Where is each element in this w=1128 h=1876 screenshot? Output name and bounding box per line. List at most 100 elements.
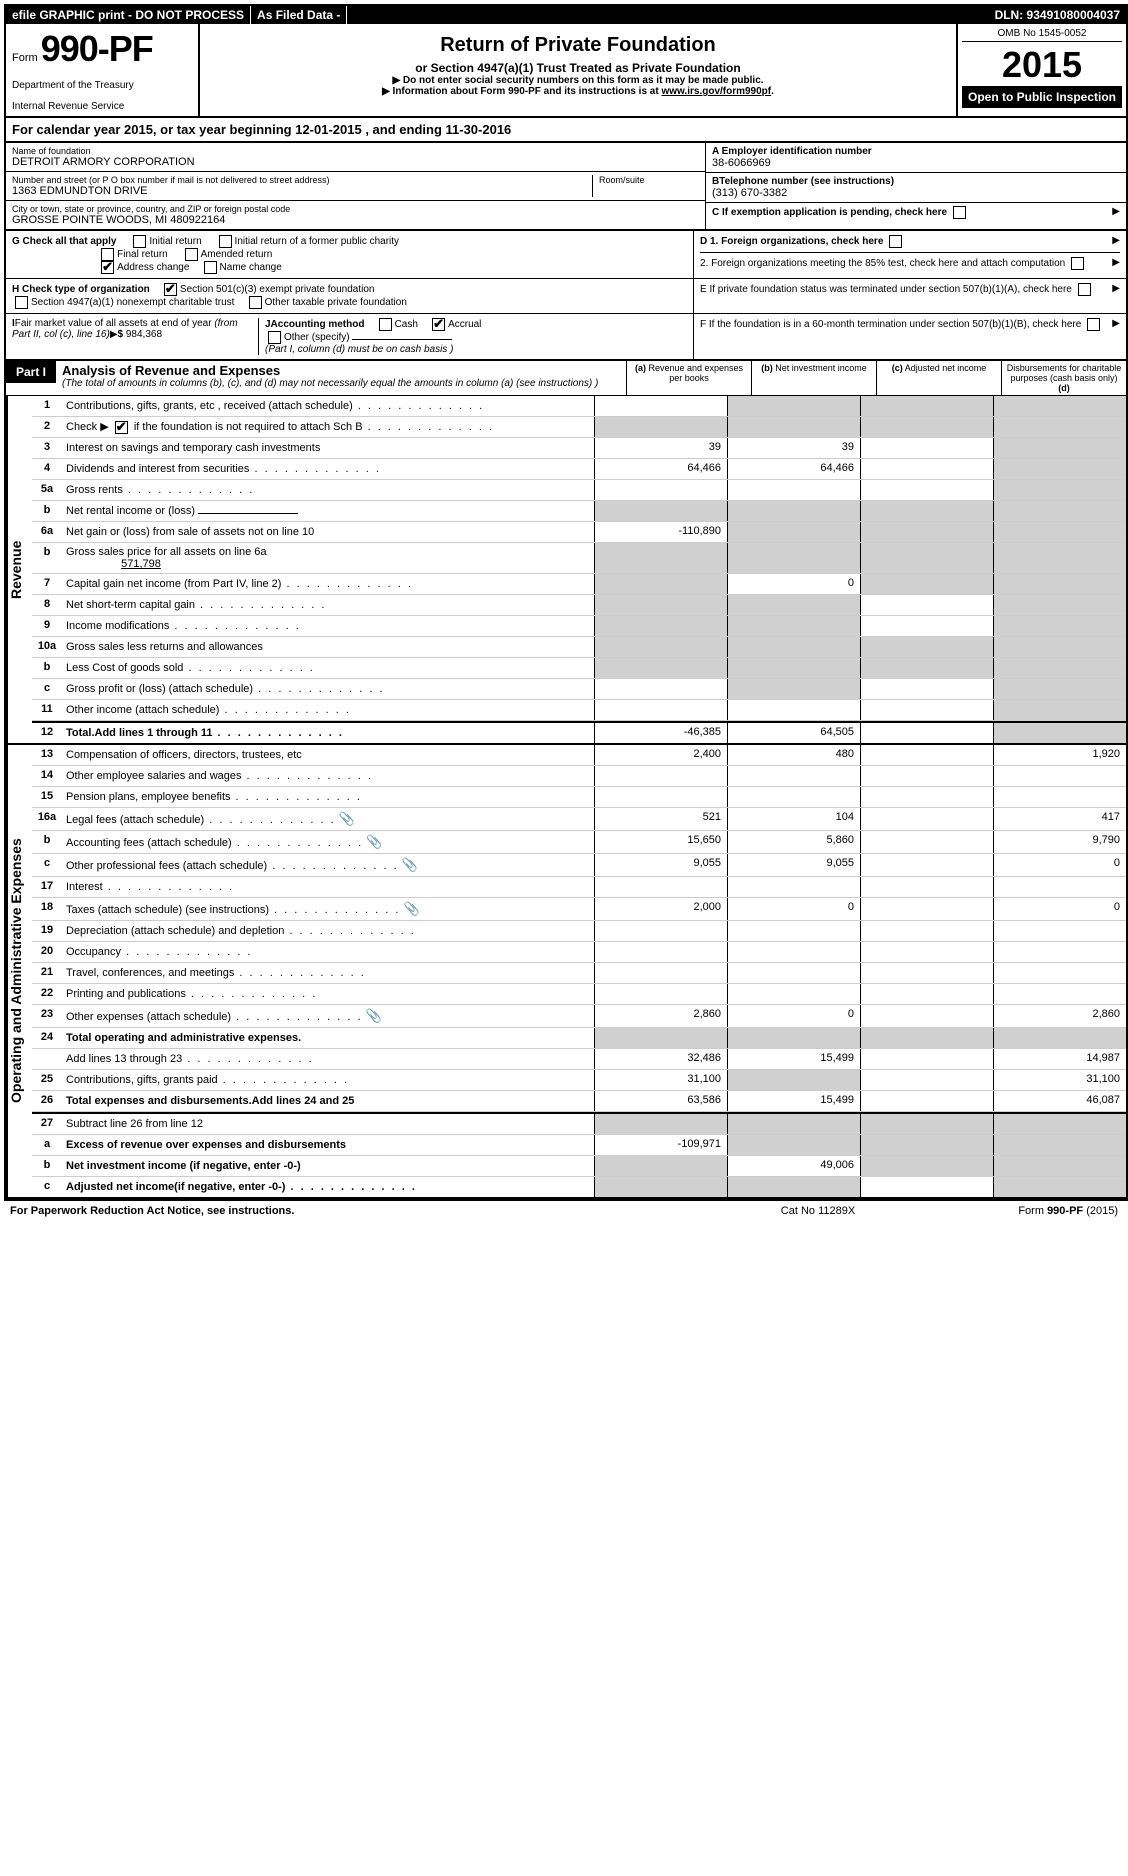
d2-label: 2. Foreign organizations meeting the 85%… [700,258,1065,269]
revenue-lines: 1Contributions, gifts, grants, etc , rec… [32,396,1126,743]
h-501c3-checkbox[interactable] [164,283,177,296]
line-5a-desc: Gross rents [66,484,123,496]
part1-desc: Analysis of Revenue and Expenses (The to… [56,361,626,395]
col-b-head: (b) Net investment income [751,361,876,395]
g-address-checkbox[interactable] [101,261,114,274]
line-7-desc: Capital gain net income (from Part IV, l… [66,578,281,590]
attach-icon[interactable]: 📎 [366,834,382,850]
line-16c-b: 9,055 [727,854,860,876]
f-checkbox[interactable] [1087,318,1100,331]
g-namechange-checkbox[interactable] [204,261,217,274]
line-10c-desc: Gross profit or (loss) (attach schedule) [66,683,253,695]
ein-cell: A Employer identification number 38-6066… [706,143,1126,173]
line-26-d: 46,087 [993,1091,1126,1111]
address-cell: Number and street (or P O box number if … [6,172,705,201]
info-note: ▶ Information about Form 990-PF and its … [206,86,950,97]
exemption-cell: C If exemption application is pending, c… [706,203,1126,222]
line-22-desc: Printing and publications [66,988,186,1000]
line-25-desc: Contributions, gifts, grants paid [66,1074,218,1086]
j-cash: Cash [395,319,418,330]
line-16b-b: 5,860 [727,831,860,853]
paperwork-notice: For Paperwork Reduction Act Notice, see … [10,1205,718,1217]
c-checkbox[interactable] [953,206,966,219]
entity-right: A Employer identification number 38-6066… [705,143,1126,229]
form-title: Return of Private Foundation [206,34,950,57]
room-label: Room/suite [599,175,699,185]
attach-icon[interactable]: 📎 [404,901,420,917]
line-13-desc: Compensation of officers, directors, tru… [62,746,594,764]
line-17-desc: Interest [66,881,103,893]
col-c-head: (c) Adjusted net income [876,361,1001,395]
line-16c-desc: Other professional fees (attach schedule… [66,860,267,872]
g-row: G Check all that apply Initial return In… [6,231,1126,279]
ssn-note: ▶ Do not enter social security numbers o… [206,75,950,86]
d1-checkbox[interactable] [889,235,902,248]
g-initial: Initial return [149,236,201,247]
revenue-vlabel: Revenue [6,396,32,743]
j-cash-checkbox[interactable] [379,318,392,331]
j-other-checkbox[interactable] [268,331,281,344]
line-6a-a: -110,890 [594,522,727,542]
dln-number: DLN: 93491080004037 [989,6,1126,24]
opex-lines: 13Compensation of officers, directors, t… [32,745,1126,1197]
opex-vlabel: Operating and Administrative Expenses [6,745,32,1197]
line-4-b: 64,466 [727,459,860,479]
line-25-a: 31,100 [594,1070,727,1090]
line-25-d: 31,100 [993,1070,1126,1090]
catalog-number: Cat No 11289X [718,1205,918,1217]
attach-icon[interactable]: 📎 [402,857,418,873]
form-number: 990-PF [41,28,153,69]
city-state-zip: GROSSE POINTE WOODS, MI 480922164 [12,214,699,226]
part1-header: Part I Analysis of Revenue and Expenses … [6,361,1126,396]
form-prefix: Form [12,52,38,64]
j-accrual-checkbox[interactable] [432,318,445,331]
line-18-b: 0 [727,898,860,920]
line-5b-input[interactable] [198,513,298,514]
city-cell: City or town, state or province, country… [6,201,705,229]
line-12-b: 64,505 [727,723,860,743]
line-2-pre: Check ▶ [66,421,109,433]
h-other-checkbox[interactable] [249,296,262,309]
line-26-b: 15,499 [727,1091,860,1111]
line-7-b: 0 [727,574,860,594]
line-9-desc: Income modifications [66,620,169,632]
fmv-value: 984,368 [126,329,162,340]
e-checkbox[interactable] [1078,283,1091,296]
j-other-input[interactable] [352,339,452,340]
g-initial-former-checkbox[interactable] [219,235,232,248]
attach-icon[interactable]: 📎 [366,1008,382,1024]
line-4-a: 64,466 [594,459,727,479]
line-26-a: 63,586 [594,1091,727,1111]
line-16b-a: 15,650 [594,831,727,853]
h-label: H Check type of organization [12,284,150,295]
g-initial-checkbox[interactable] [133,235,146,248]
line-23-d: 2,860 [993,1005,1126,1027]
j-other: Other (specify) [284,332,350,343]
h-4947-checkbox[interactable] [15,296,28,309]
d2-checkbox[interactable] [1071,257,1084,270]
line-4-desc: Dividends and interest from securities [66,463,249,475]
line-10a-desc: Gross sales less returns and allowances [62,638,594,656]
line-23-desc: Other expenses (attach schedule) [66,1011,231,1023]
h-501c3: Section 501(c)(3) exempt private foundat… [180,284,375,295]
line-2-checkbox[interactable] [115,421,128,434]
f-label: F If the foundation is in a 60-month ter… [700,319,1081,330]
line-13-b: 480 [727,745,860,765]
city-label: City or town, state or province, country… [12,204,699,214]
phone-label: BTelephone number (see instructions) [712,176,1120,187]
irs-link[interactable]: www.irs.gov/form990pf [661,86,771,97]
line-6b-val: 571,798 [66,558,216,570]
line-3-a: 39 [594,438,727,458]
attach-icon[interactable]: 📎 [339,811,355,827]
h-4947: Section 4947(a)(1) nonexempt charitable … [31,297,234,308]
header-center: Return of Private Foundation or Section … [200,24,956,116]
e-right: E If private foundation status was termi… [693,279,1126,313]
g-amended-checkbox[interactable] [185,248,198,261]
line-8-desc: Net short-term capital gain [66,599,195,611]
h-row: H Check type of organization Section 501… [6,279,1126,314]
line-12-desc: Total.Add lines 1 through 11 [66,727,212,739]
part1-label: Part I [6,361,56,383]
line-27-desc: Subtract line 26 from line 12 [62,1115,594,1133]
name-label: Name of foundation [12,146,699,156]
line-5b-desc: Net rental income or (loss) [66,505,195,517]
